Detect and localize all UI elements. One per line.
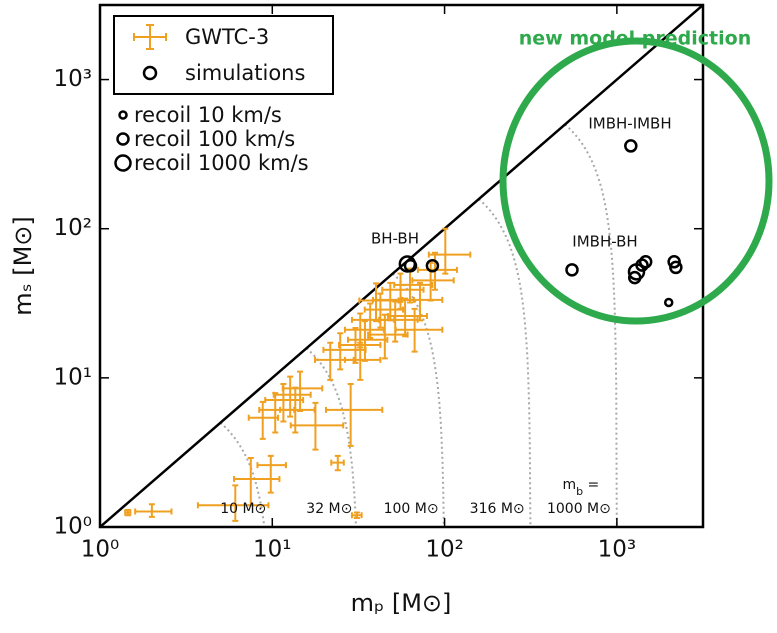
x-error-bar [134, 508, 173, 515]
simulation-point [638, 255, 653, 269]
y-error-bar [334, 454, 341, 472]
reference-curve [564, 123, 618, 527]
plot-frame [98, 3, 705, 529]
y-error-bar [259, 400, 266, 440]
x-error-bar [289, 422, 345, 429]
simulation-point [663, 297, 674, 308]
size-legend-label: recoil 100 km/s [134, 127, 295, 151]
y-error-bar [397, 272, 404, 310]
x-error-bar [233, 475, 281, 482]
equal-mass-line [100, 5, 703, 527]
x-error-bar [393, 281, 434, 288]
curve-label: 1000 M⊙ [547, 501, 611, 517]
simulation-point [669, 260, 683, 275]
y-tick-label: 10¹ [54, 364, 93, 390]
reference-curve [478, 198, 532, 527]
reference-curve [219, 422, 266, 527]
y-error-bar [272, 392, 279, 434]
curve-label: 100 M⊙ [384, 501, 439, 517]
x-error-bar [324, 406, 384, 413]
plot-layer [100, 5, 703, 527]
y-error-bar [232, 484, 239, 522]
prefix-symbol: m [562, 477, 576, 493]
annotation: IMBH-BH [572, 233, 637, 251]
simulation-point [624, 139, 638, 153]
x-tick-label: 10² [425, 537, 464, 563]
x-error-bar [281, 385, 324, 392]
curve-label: 10 M⊙ [220, 501, 266, 517]
size-legend-marker [116, 132, 130, 146]
y-error-bar [148, 503, 155, 518]
y-error-bar [353, 511, 360, 519]
size-legend-marker [114, 154, 132, 172]
annotation: BH-BH [371, 230, 419, 248]
x-error-bar [196, 502, 270, 509]
y-error-bar [352, 326, 359, 364]
y-tick-label: 10² [54, 215, 93, 241]
curve-label: 32 M⊙ [306, 501, 352, 517]
y-error-bar [337, 332, 344, 371]
y-error-bar [416, 281, 423, 322]
simulation-point [403, 258, 418, 273]
legend-errorbar [133, 24, 167, 50]
x-tick-label: 10¹ [253, 537, 292, 563]
y-error-bar [357, 341, 364, 381]
annotation: IMBH-IMBH [588, 115, 671, 133]
x-tick-label: 10⁰ [81, 537, 120, 563]
y-tick-label: 10⁰ [54, 514, 93, 540]
x-error-bar [358, 297, 400, 304]
y-axis-label: mₛ [M⊙] [9, 216, 37, 316]
size-legend-marker [118, 110, 128, 120]
x-axis-label: mₚ [M⊙] [351, 589, 452, 617]
y-error-bar [373, 282, 380, 323]
curve-prefix: mb = [562, 477, 599, 498]
y-error-bar [247, 457, 254, 507]
legend-label: simulations [185, 61, 305, 85]
y-error-bar [411, 307, 418, 353]
simulation-point [667, 255, 681, 269]
y-error-bar [381, 313, 388, 360]
size-legend-label: recoil 1000 km/s [134, 151, 309, 175]
y-error-bar [312, 401, 319, 451]
x-tick-label: 10³ [598, 537, 637, 563]
simulation-point [635, 258, 649, 272]
x-error-bar [346, 336, 389, 343]
simulation-point [565, 263, 579, 277]
prefix-tail: = [583, 477, 599, 493]
prefix-subscript: b [576, 485, 583, 498]
y-tick-label: 10³ [54, 66, 93, 92]
y-error-bar [297, 370, 304, 412]
x-error-bar [411, 277, 455, 284]
highlight-circle [499, 37, 773, 325]
size-legend-label: recoil 10 km/s [134, 103, 282, 127]
y-error-bar [347, 382, 354, 447]
y-error-bar [124, 509, 131, 517]
curve-label: 316 M⊙ [470, 501, 525, 517]
y-error-bar [442, 227, 449, 275]
x-error-bar [387, 312, 428, 319]
legend-label: GWTC-3 [185, 25, 269, 49]
x-error-bar [394, 326, 444, 333]
y-error-bar [267, 454, 274, 494]
simulation-point [425, 258, 440, 273]
legend-marker [142, 65, 158, 81]
x-error-bar [343, 356, 382, 363]
x-error-bar [381, 286, 425, 293]
